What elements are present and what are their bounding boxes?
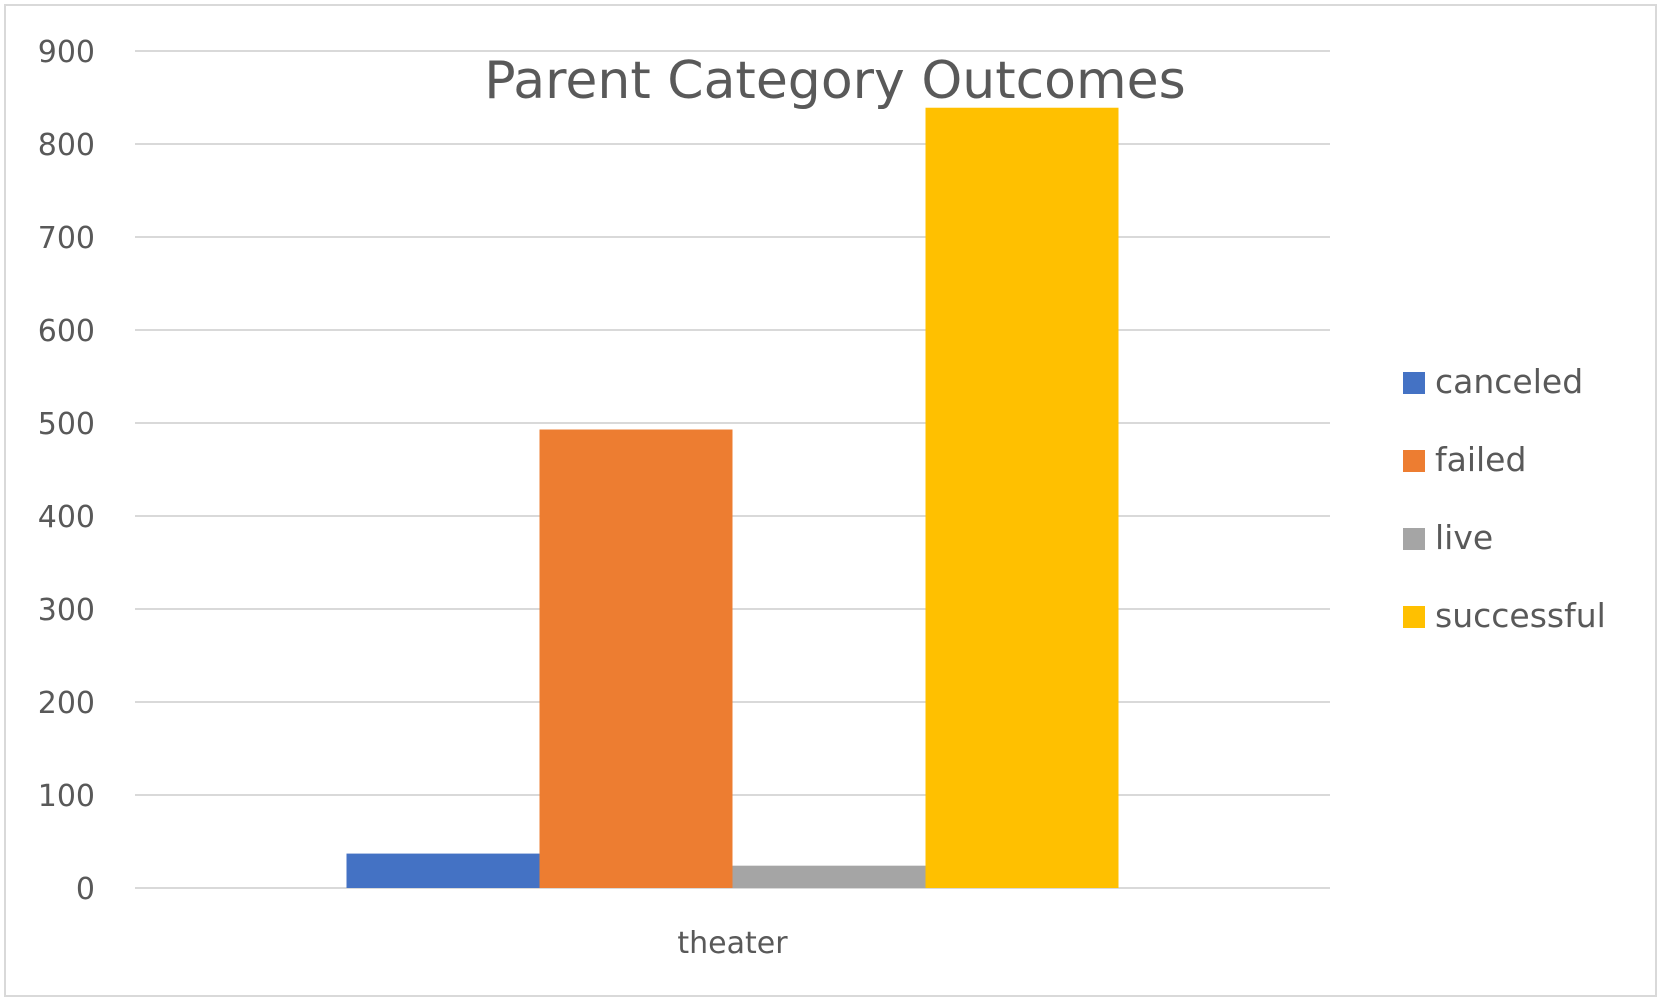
y-tick-label: 800 — [38, 128, 95, 163]
legend-swatch-failed — [1403, 450, 1425, 472]
bar-failed — [539, 429, 733, 888]
legend-swatch-canceled — [1403, 372, 1425, 394]
y-tick-label: 100 — [38, 779, 95, 814]
x-axis-ticks: theater — [677, 926, 788, 961]
legend-swatch-successful — [1403, 606, 1425, 628]
legend-label-successful: successful — [1435, 596, 1606, 635]
legend-label-live: live — [1435, 518, 1493, 557]
y-tick-label: 700 — [38, 221, 95, 256]
bars — [346, 107, 1119, 889]
y-tick-label: 0 — [76, 872, 95, 907]
legend-label-failed: failed — [1435, 440, 1526, 479]
x-tick-label: theater — [677, 926, 788, 961]
y-tick-label: 900 — [38, 35, 95, 70]
bar-canceled — [346, 853, 540, 888]
y-tick-label: 600 — [38, 314, 95, 349]
bar-live — [732, 865, 926, 888]
y-tick-label: 500 — [38, 407, 95, 442]
y-tick-label: 300 — [38, 593, 95, 628]
legend-label-canceled: canceled — [1435, 362, 1583, 401]
y-tick-label: 400 — [38, 500, 95, 535]
y-axis-ticks: 0 100 200 300 400 500 600 700 800 900 — [38, 35, 95, 907]
chart-frame — [4, 4, 1657, 997]
legend-swatch-live — [1403, 528, 1425, 550]
y-tick-label: 200 — [38, 686, 95, 721]
bar-successful — [925, 107, 1119, 889]
legend: canceled failed live successful — [1403, 362, 1606, 635]
chart-title: Parent Category Outcomes — [484, 51, 1185, 111]
gridlines — [135, 50, 1330, 889]
